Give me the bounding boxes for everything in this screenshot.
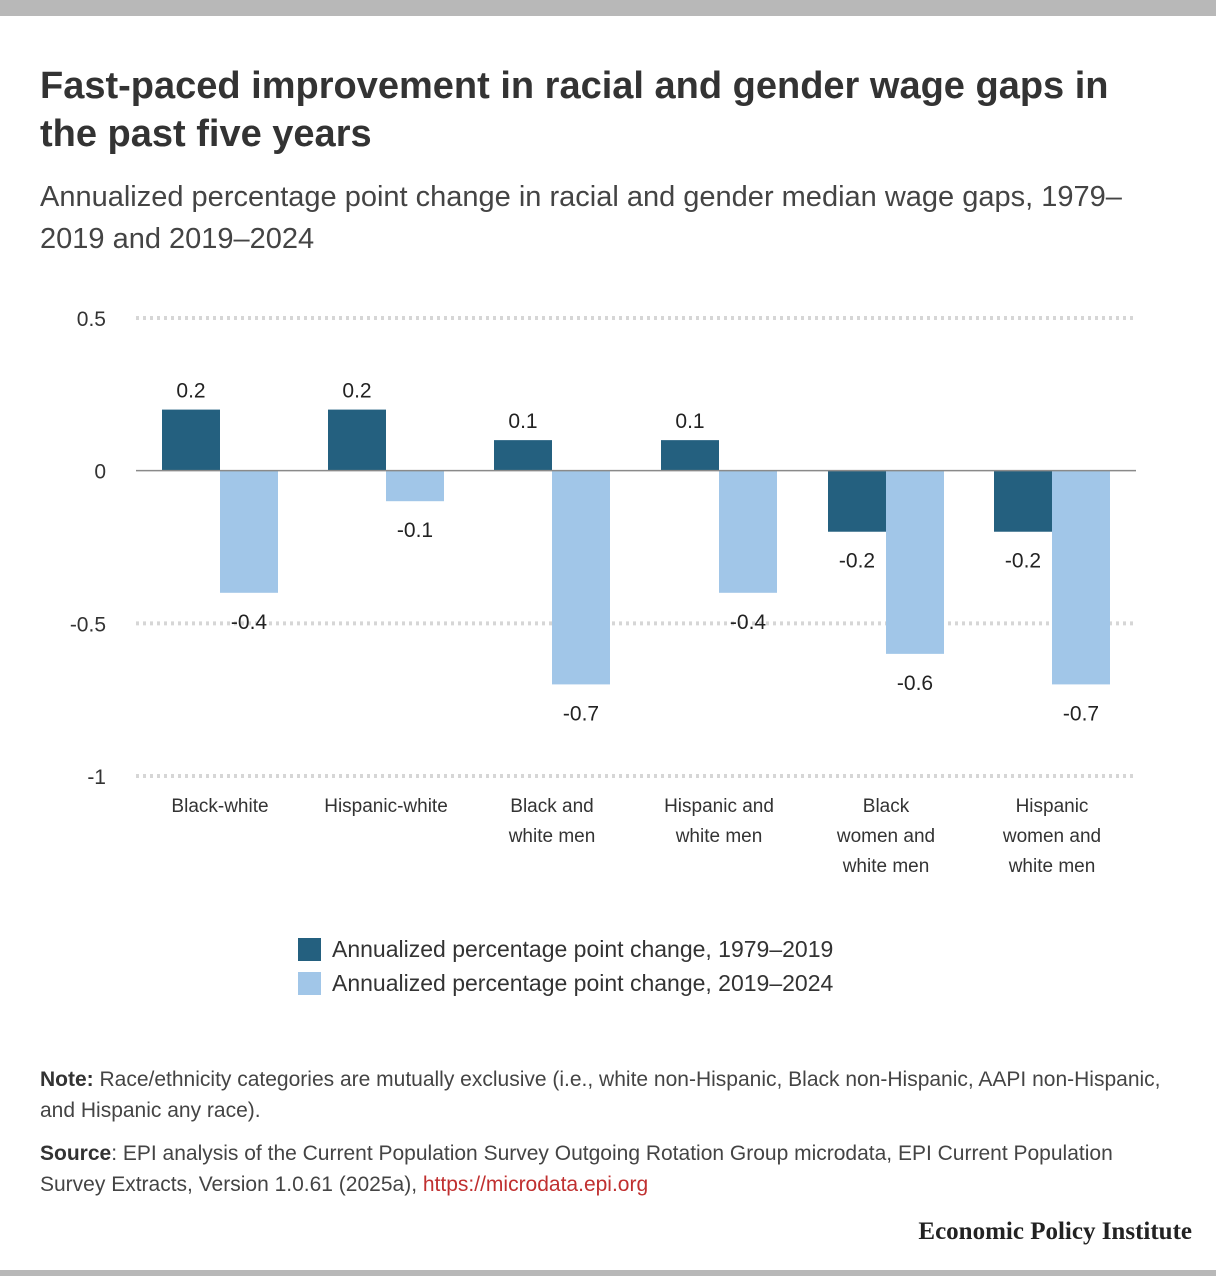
note-label: Note: [40, 1068, 94, 1091]
bar [719, 470, 777, 593]
data-label: -0.7 [563, 702, 599, 725]
data-label: -0.4 [231, 611, 268, 634]
legend-swatch-1979-2019 [298, 937, 321, 961]
top-border [0, 0, 1216, 16]
data-label: -0.7 [1063, 702, 1099, 725]
x-category-label: Hispanic women and white men [1002, 796, 1101, 877]
data-label: -0.1 [397, 519, 433, 542]
bar [328, 409, 386, 471]
bar [886, 470, 944, 654]
organization-logo: Economic Policy Institute [918, 1218, 1192, 1245]
y-tick-label: -1 [87, 766, 106, 789]
legend-item-1979-2019: Annualized percentage point change, 1979… [298, 932, 833, 966]
bar [220, 470, 278, 593]
source-label: Source [40, 1142, 112, 1165]
data-label: -0.4 [730, 611, 767, 634]
legend-label-1979-2019: Annualized percentage point change, 1979… [332, 935, 834, 962]
bar [552, 470, 610, 685]
data-label: 0.1 [675, 410, 704, 433]
chart-subtitle: Annualized percentage point change in ra… [40, 181, 1122, 255]
bar [994, 470, 1052, 532]
legend-item-2019-2024: Annualized percentage point change, 2019… [298, 966, 833, 1000]
bar [661, 440, 719, 471]
data-label: -0.2 [1005, 550, 1041, 573]
note: Note: Race/ethnicity categories are mutu… [40, 1064, 1180, 1126]
bar [494, 440, 552, 471]
chart-title: Fast-paced improvement in racial and gen… [40, 65, 1109, 155]
legend: Annualized percentage point change, 1979… [298, 932, 833, 1000]
y-tick-label: 0.5 [77, 308, 106, 331]
bottom-border [0, 1270, 1216, 1276]
x-category-label: Black and white men [508, 796, 596, 847]
data-label: 0.1 [508, 410, 537, 433]
bar-chart: 0.5 0 -0.5 -1 0.2 0.2 0.1 0.1 -0.2 -0.2 -0.4 -0.1 -0… [70, 308, 1136, 877]
x-category-label: Hispanic-white [324, 796, 448, 817]
data-label: 0.2 [342, 380, 371, 403]
bar [162, 409, 220, 471]
data-label: -0.6 [897, 672, 933, 695]
x-category-label: Hispanic and white men [664, 796, 774, 847]
source-text: : EPI analysis of the Current Population… [40, 1142, 1113, 1196]
legend-swatch-2019-2024 [298, 971, 321, 995]
source: Source: EPI analysis of the Current Popu… [40, 1138, 1180, 1200]
x-category-label: Black women and white men [836, 796, 935, 877]
data-label: 0.2 [176, 380, 205, 403]
y-tick-label: 0 [94, 461, 106, 484]
bar [386, 470, 444, 502]
bar [828, 470, 886, 532]
x-category-label: Black-white [171, 796, 268, 817]
y-tick-label: -0.5 [70, 613, 106, 636]
bar [1052, 470, 1110, 685]
legend-label-2019-2024: Annualized percentage point change, 2019… [332, 969, 834, 996]
note-text: Race/ethnicity categories are mutually e… [40, 1068, 1161, 1122]
data-label: -0.2 [839, 550, 875, 573]
source-link[interactable]: https://microdata.epi.org [422, 1173, 649, 1196]
